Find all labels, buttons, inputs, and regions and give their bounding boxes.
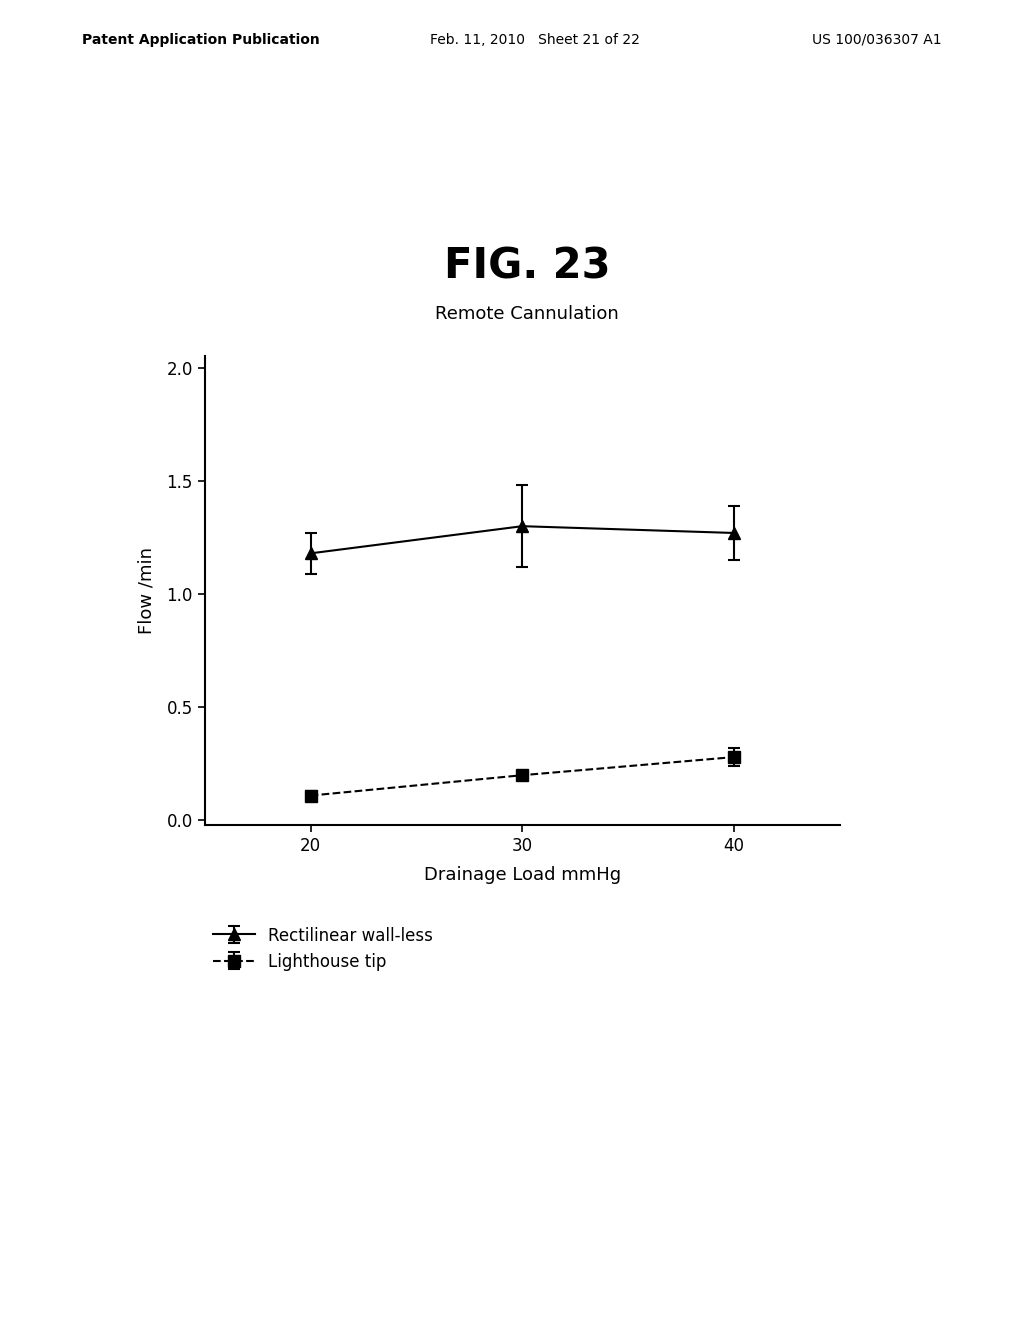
Text: Feb. 11, 2010   Sheet 21 of 22: Feb. 11, 2010 Sheet 21 of 22 xyxy=(430,33,640,46)
Text: Patent Application Publication: Patent Application Publication xyxy=(82,33,319,46)
Y-axis label: Flow /min: Flow /min xyxy=(137,548,156,634)
Legend: Rectilinear wall-less, Lighthouse tip: Rectilinear wall-less, Lighthouse tip xyxy=(213,927,433,972)
Text: US 100/036307 A1: US 100/036307 A1 xyxy=(812,33,942,46)
Text: FIG. 23: FIG. 23 xyxy=(444,246,610,288)
Text: Remote Cannulation: Remote Cannulation xyxy=(435,305,620,323)
X-axis label: Drainage Load mmHg: Drainage Load mmHg xyxy=(424,866,621,884)
